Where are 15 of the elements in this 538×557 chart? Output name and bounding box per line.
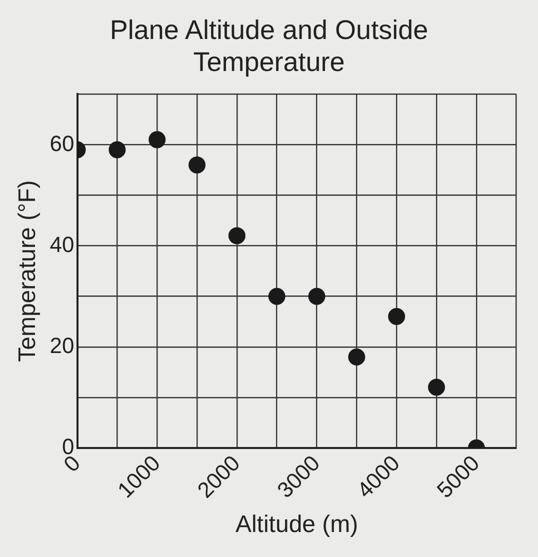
point	[148, 131, 166, 148]
x-axis-title: Altitude (m)	[235, 511, 358, 538]
point	[188, 156, 206, 174]
point	[348, 348, 366, 366]
point	[228, 227, 246, 244]
point	[428, 378, 446, 396]
point	[388, 308, 406, 326]
y-tick-label: 40	[50, 232, 74, 257]
chart-title: Plane Altitude and Outside Temperature	[108, 14, 430, 78]
y-tick-label: 60	[50, 130, 74, 156]
y-tick-label: 20	[50, 332, 74, 358]
point	[308, 288, 326, 305]
point	[268, 288, 286, 305]
y-axis-title: Temperature (°F)	[14, 180, 42, 362]
point	[108, 141, 126, 158]
